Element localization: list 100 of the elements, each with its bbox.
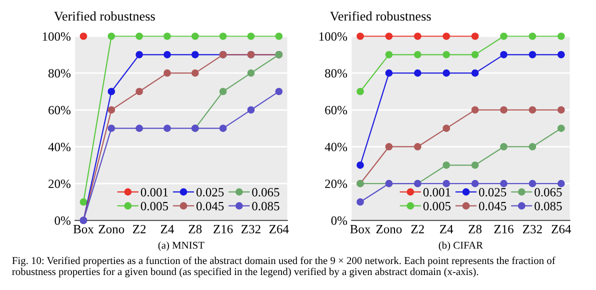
point [247,32,255,40]
x-tick-label: Zono [98,225,124,234]
point [471,180,479,188]
point [471,50,479,58]
point [136,124,143,132]
y-tick-label: 0% [54,216,71,225]
point [108,88,116,96]
point [136,32,143,40]
y-axis-title: Verified robustness [54,11,155,21]
point [219,124,227,132]
y-tick-label: 60% [325,106,348,114]
legend-label: 0.065 [252,188,280,197]
x-axis-title: (b) CIFAR [438,241,484,251]
legend-label: 0.065 [534,188,562,197]
point [471,161,479,169]
x-tick-label: Z16 [214,224,233,234]
point [442,50,450,58]
point [528,106,536,114]
point [385,32,393,40]
y-tick-label: 40% [324,142,348,152]
point [356,198,364,206]
point [442,124,450,132]
point [108,106,116,114]
point [219,88,227,96]
x-tick-label: Z8 [468,224,482,234]
y-axis-title: Verified robustness [330,11,431,21]
point [136,88,143,96]
point [275,32,283,40]
legend-label: 0.085 [534,202,562,210]
x-tick-label: Z64 [269,224,289,234]
point [500,106,508,114]
point [442,161,450,169]
x-tick-label: Box [350,225,371,234]
point [108,32,116,40]
point [414,69,422,77]
point [528,32,536,40]
point [385,69,393,77]
legend-label: 0.045 [479,202,506,210]
point [191,32,199,40]
point [500,32,508,40]
point [191,50,199,58]
y-tick-label: 0% [331,216,348,225]
legend-label: 0.025 [479,188,506,197]
point [557,50,565,58]
point [557,32,565,40]
point [414,50,422,58]
point [414,32,422,40]
legend-label: 0.045 [196,202,224,210]
x-axis-title: (a) MNIST [158,241,204,251]
point [528,50,536,58]
legend-label: 0.001 [423,188,450,197]
point [557,106,565,114]
x-tick-label: Zono [376,225,402,234]
point [136,50,143,58]
x-tick-label: Z32 [522,224,542,234]
y-tick-label: 20% [48,180,71,188]
legend-label: 0.001 [140,188,168,197]
legend-label: 0.005 [140,202,168,210]
point [164,124,171,132]
point [356,32,364,40]
point [471,106,479,114]
point [471,32,479,40]
legend-label: 0.005 [423,202,451,210]
legend-label: 0.025 [196,188,224,197]
point [557,180,565,188]
point [385,50,393,58]
point [219,32,227,40]
point [528,180,536,188]
x-tick-label: Z2 [411,224,424,234]
point [471,69,479,77]
x-tick-label: Box [73,225,94,234]
y-tick-label: 100% [42,32,71,41]
point [164,50,171,58]
x-tick-label: Z4 [160,225,174,234]
point [528,143,536,150]
x-tick-label: Z32 [242,224,260,234]
caption: Fig. 10: Verified properties as a function of the abstract domain used for the 9 × 200 network. Each point represents the fraction of robustness properties for a given bound (as specified in the legend) verified by a given abstract domain (x-axis). [12,256,556,278]
point [500,180,508,188]
point [356,88,364,96]
point [442,32,450,40]
y-tick-label: 20% [325,180,348,188]
point [356,161,364,169]
x-tick-label: Z4 [440,225,454,234]
point [442,69,450,77]
point [500,50,508,58]
point [247,106,255,114]
y-tick-label: 60% [48,106,71,114]
point [442,180,450,188]
x-tick-label: Z64 [552,224,572,234]
y-tick-label: 40% [48,142,71,152]
point [80,198,88,206]
point [247,69,255,77]
point [164,32,171,40]
point [557,124,565,132]
point [385,143,393,150]
point [80,32,88,40]
legend-label: 0.085 [252,202,280,210]
point [414,143,422,150]
point [191,69,199,77]
y-tick-label: 80% [325,69,348,78]
